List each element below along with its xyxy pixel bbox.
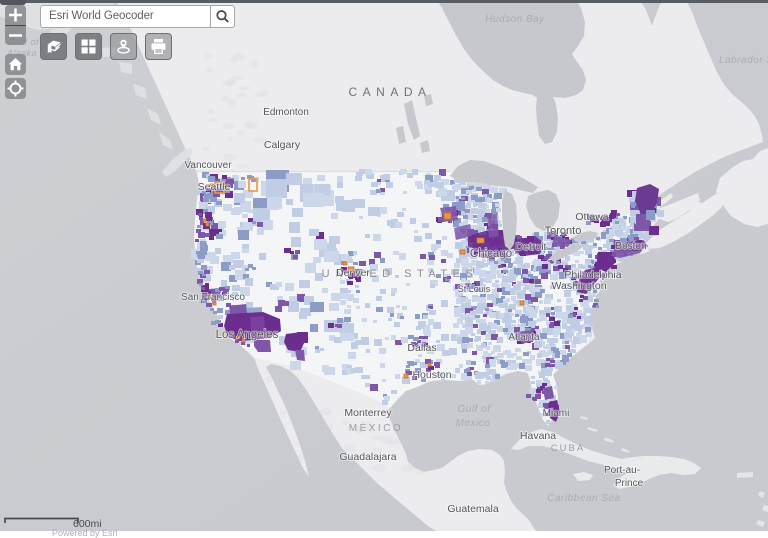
svg-text:Guatemala: Guatemala [447,503,499,515]
svg-text:Caribbean Sea: Caribbean Sea [547,493,620,504]
svg-text:Hudson Bay: Hudson Bay [485,14,545,25]
svg-text:Houston: Houston [412,369,451,381]
svg-text:Miami: Miami [543,408,570,419]
svg-text:Mexico: Mexico [456,418,491,429]
svg-text:Boston: Boston [615,241,646,252]
svg-text:Guadalajara: Guadalajara [339,451,396,463]
svg-text:CANADA: CANADA [348,85,431,99]
svg-text:St Louis: St Louis [458,284,491,294]
svg-text:Toronto: Toronto [545,225,582,237]
svg-text:Gulf of: Gulf of [458,404,492,415]
svg-text:Monterrey: Monterrey [344,407,392,419]
svg-text:Seattle: Seattle [198,181,231,193]
svg-text:Prince: Prince [615,478,644,489]
svg-text:Labrador Sea: Labrador Sea [719,55,768,66]
svg-text:Chicago: Chicago [470,248,512,260]
svg-text:Dallas: Dallas [407,342,436,354]
svg-text:Philadelphia: Philadelphia [564,269,621,281]
svg-text:Calgary: Calgary [264,139,301,151]
svg-text:UNITED STATES: UNITED STATES [322,268,479,280]
svg-text:Alaska: Alaska [6,48,37,58]
svg-text:Denver: Denver [336,267,370,279]
svg-text:Atlanta: Atlanta [508,332,540,343]
svg-text:Havana: Havana [520,430,556,442]
svg-text:Los Angeles: Los Angeles [216,329,279,341]
svg-text:Vancouver: Vancouver [184,160,232,171]
svg-text:Ottawa: Ottawa [575,211,608,223]
svg-text:Edmonton: Edmonton [263,107,309,118]
svg-text:Washington: Washington [551,280,606,292]
svg-text:Port-au-: Port-au- [604,465,640,476]
svg-text:CUBA: CUBA [551,443,585,454]
svg-text:San Francisco: San Francisco [181,292,245,303]
svg-text:MÉXICO: MÉXICO [349,421,403,434]
svg-text:Detroit: Detroit [516,241,547,253]
